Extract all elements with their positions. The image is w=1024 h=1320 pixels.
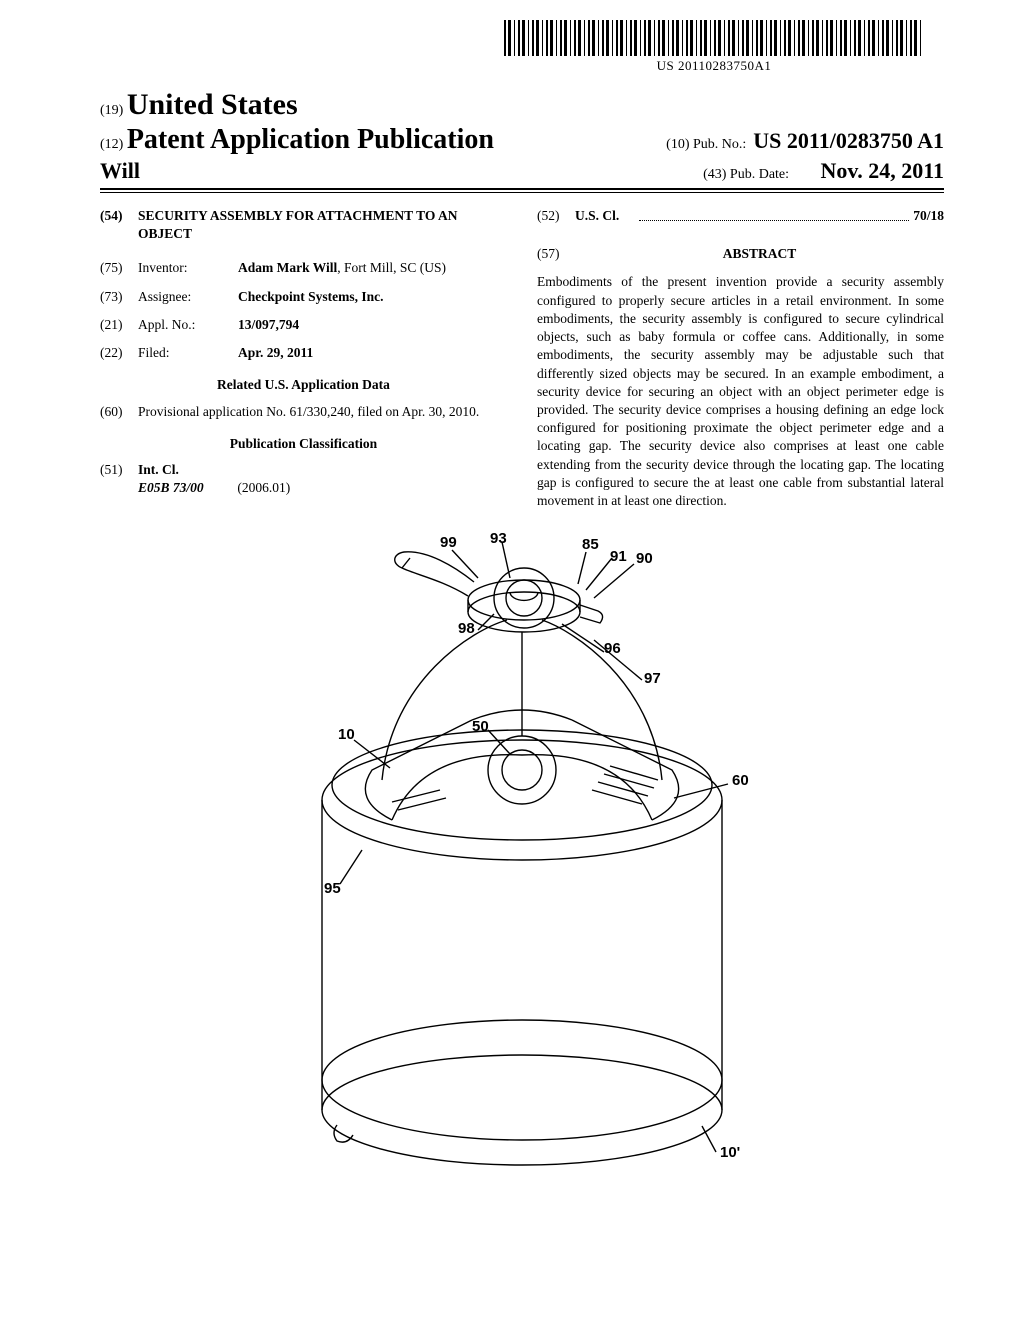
inventor-name: Adam Mark Will — [238, 260, 337, 275]
header: (19) United States (12) Patent Applicati… — [100, 88, 944, 193]
filed-row: (22) Filed: Apr. 29, 2011 — [100, 344, 507, 362]
applno-label: Appl. No.: — [138, 316, 238, 334]
ref-98: 98 — [458, 620, 475, 637]
title-code: (54) — [100, 207, 138, 243]
country-line: (19) United States — [100, 88, 944, 122]
related-heading: Related U.S. Application Data — [100, 376, 507, 394]
abstract-head-row: (57) ABSTRACT — [537, 245, 944, 263]
barcode-region: US 20110283750A1 — [504, 20, 924, 74]
intcl-year: (2006.01) — [237, 480, 290, 495]
title-row: (54) SECURITY ASSEMBLY FOR ATTACHMENT TO… — [100, 207, 507, 243]
inventor-value: Adam Mark Will, Fort Mill, SC (US) — [238, 259, 507, 277]
body-columns: (54) SECURITY ASSEMBLY FOR ATTACHMENT TO… — [100, 207, 944, 510]
pubclass-heading: Publication Classification — [100, 435, 507, 453]
date-right: (43) Pub. Date: Nov. 24, 2011 — [703, 158, 944, 184]
date-label: Pub. Date: — [730, 167, 789, 182]
uscl-value: 70/18 — [913, 207, 944, 225]
ref-50: 50 — [472, 718, 489, 735]
patent-figure: 99 93 85 91 90 98 96 97 10 50 60 95 10' — [242, 520, 802, 1200]
figure-svg — [242, 520, 802, 1200]
prov-code: (60) — [100, 403, 138, 421]
ref-93: 93 — [490, 530, 507, 547]
intcl-code: (51) — [100, 461, 138, 497]
date-code: (43) — [703, 167, 726, 182]
ref-91: 91 — [610, 548, 627, 565]
filed-label: Filed: — [138, 344, 238, 362]
assignee-value: Checkpoint Systems, Inc. — [238, 288, 507, 306]
abstract-heading: ABSTRACT — [575, 245, 944, 263]
ref-90: 90 — [636, 550, 653, 567]
intcl-value: E05B 73/00 — [138, 480, 204, 495]
divider — [100, 192, 944, 193]
ref-99: 99 — [440, 534, 457, 551]
assignee-row: (73) Assignee: Checkpoint Systems, Inc. — [100, 288, 507, 306]
ref-85: 85 — [582, 536, 599, 553]
pubno-label: Pub. No.: — [693, 137, 746, 152]
author: Will — [100, 158, 140, 184]
uscl-row: (52) U.S. Cl. 70/18 — [537, 207, 944, 225]
left-column: (54) SECURITY ASSEMBLY FOR ATTACHMENT TO… — [100, 207, 507, 510]
pub-left: (12) Patent Application Publication — [100, 124, 494, 156]
uscl-code: (52) — [537, 207, 575, 225]
ref-96: 96 — [604, 640, 621, 657]
pub-line: (12) Patent Application Publication (10)… — [100, 124, 944, 156]
ref-95: 95 — [324, 880, 341, 897]
pubno-code: (10) — [666, 137, 689, 152]
barcode-text: US 20110283750A1 — [504, 58, 924, 74]
applno-value: 13/097,794 — [238, 316, 507, 334]
inventor-loc: , Fort Mill, SC (US) — [337, 260, 446, 275]
inventor-row: (75) Inventor: Adam Mark Will, Fort Mill… — [100, 259, 507, 277]
ref-97: 97 — [644, 670, 661, 687]
ref-10: 10 — [338, 726, 355, 743]
assignee-label: Assignee: — [138, 288, 238, 306]
country-code: (19) — [100, 103, 123, 118]
intcl-block: Int. Cl. E05B 73/00 (2006.01) — [138, 461, 507, 497]
invention-title: SECURITY ASSEMBLY FOR ATTACHMENT TO AN O… — [138, 207, 507, 243]
abstract-code: (57) — [537, 245, 575, 263]
filed-value: Apr. 29, 2011 — [238, 344, 507, 362]
filed-code: (22) — [100, 344, 138, 362]
uscl-label: U.S. Cl. — [575, 207, 635, 225]
barcode — [504, 20, 924, 56]
ref-60: 60 — [732, 772, 749, 789]
prov-text: Provisional application No. 61/330,240, … — [138, 403, 507, 421]
pub-date: Nov. 24, 2011 — [821, 158, 944, 183]
inventor-code: (75) — [100, 259, 138, 277]
intcl-row: (51) Int. Cl. E05B 73/00 (2006.01) — [100, 461, 507, 497]
author-line: Will (43) Pub. Date: Nov. 24, 2011 — [100, 158, 944, 190]
kind-code: (12) — [100, 137, 123, 152]
kind: Patent Application Publication — [127, 124, 494, 155]
provisional-row: (60) Provisional application No. 61/330,… — [100, 403, 507, 421]
right-column: (52) U.S. Cl. 70/18 (57) ABSTRACT Embodi… — [537, 207, 944, 510]
intcl-label: Int. Cl. — [138, 461, 507, 479]
ref-10p: 10' — [720, 1144, 740, 1161]
pub-right: (10) Pub. No.: US 2011/0283750 A1 — [666, 128, 944, 154]
assignee-code: (73) — [100, 288, 138, 306]
intcl-line: E05B 73/00 (2006.01) — [138, 479, 507, 497]
abstract-text: Embodiments of the present invention pro… — [537, 273, 944, 510]
inventor-label: Inventor: — [138, 259, 238, 277]
pubno: US 2011/0283750 A1 — [753, 128, 944, 153]
country: United States — [127, 88, 298, 121]
applno-row: (21) Appl. No.: 13/097,794 — [100, 316, 507, 334]
dotted-leader — [639, 211, 909, 221]
applno-code: (21) — [100, 316, 138, 334]
